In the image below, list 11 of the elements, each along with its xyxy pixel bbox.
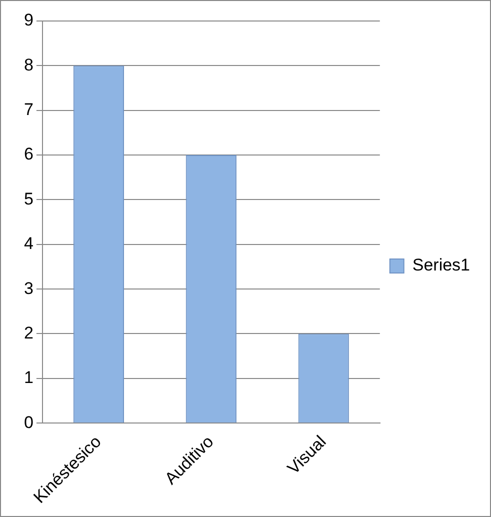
y-tick-label: 5 bbox=[24, 189, 34, 208]
y-tick-label: 2 bbox=[24, 323, 34, 342]
y-tick-label: 8 bbox=[24, 55, 34, 74]
y-tick-label: 7 bbox=[24, 100, 34, 120]
y-tick-label: 1 bbox=[24, 368, 34, 388]
legend-label: Series1 bbox=[412, 256, 470, 275]
y-tick-label: 4 bbox=[24, 234, 34, 254]
y-tick-label: 0 bbox=[24, 412, 34, 432]
y-tick-label: 3 bbox=[24, 278, 34, 298]
y-tick-label: 6 bbox=[24, 144, 34, 164]
y-tick-label: 9 bbox=[24, 10, 34, 30]
